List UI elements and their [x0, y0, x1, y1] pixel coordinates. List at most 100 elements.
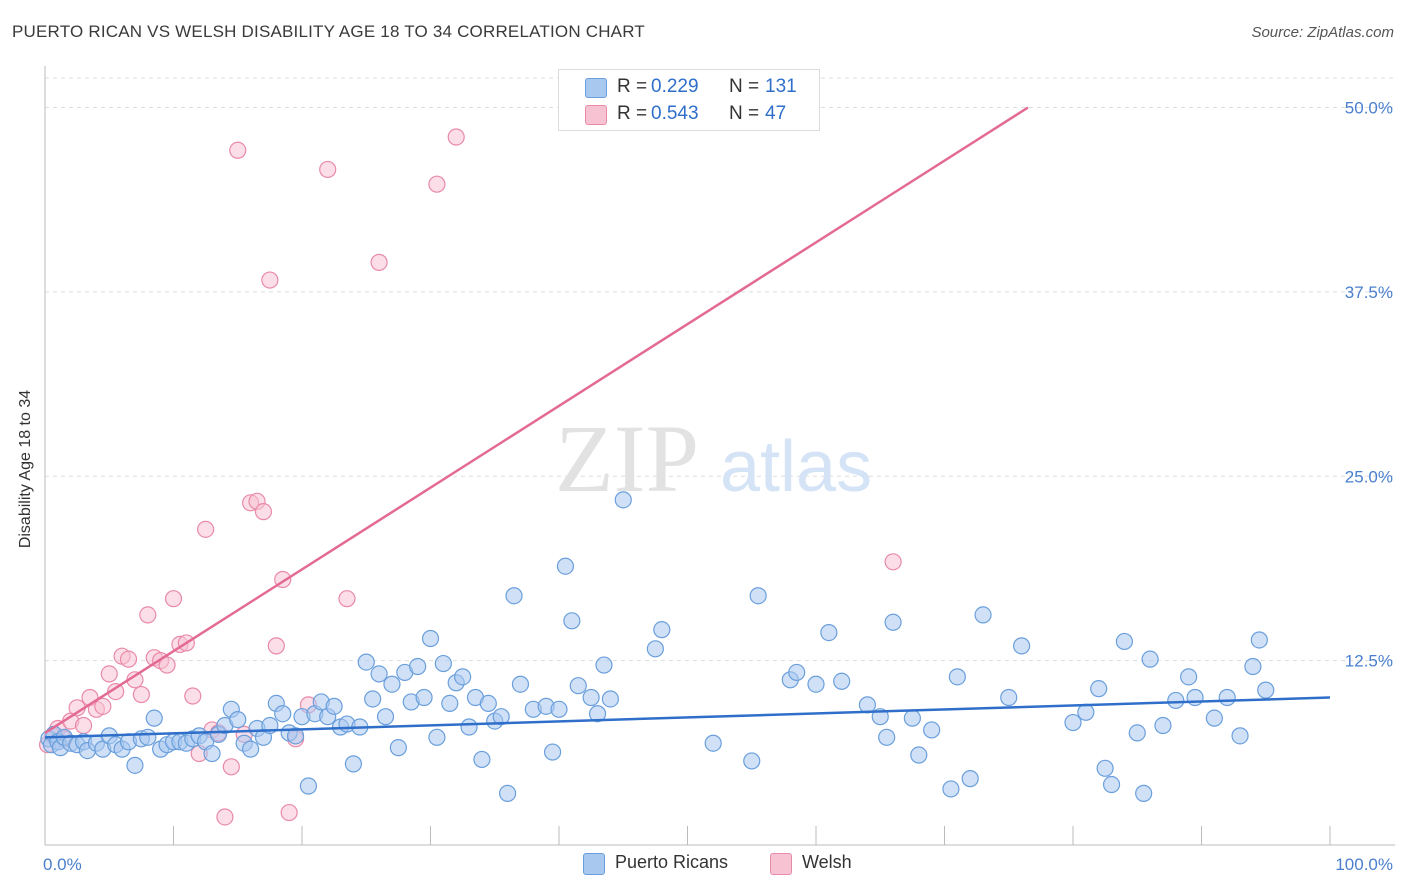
x-tick-label: 100.0%: [1335, 855, 1393, 874]
puerto-rican-point: [286, 727, 305, 745]
puerto-rican-point: [454, 668, 472, 686]
legend-label: Welsh: [802, 852, 852, 872]
puerto-rican-point: [203, 744, 221, 763]
welsh-point: [119, 650, 138, 668]
welsh-point: [229, 141, 247, 159]
legend-swatch-pink: [770, 853, 792, 875]
legend-n-value: 47: [765, 103, 787, 124]
puerto-rican-point: [550, 700, 568, 718]
puerto-rican-point: [428, 728, 446, 746]
trendlines: [44, 106, 1331, 739]
puerto-rican-point: [1000, 688, 1018, 707]
puerto-rican-point: [505, 587, 523, 605]
puerto-rican-point: [1218, 688, 1236, 707]
puerto-rican-point: [242, 740, 260, 758]
puerto-rican-point: [344, 755, 362, 773]
puerto-rican-point: [441, 694, 459, 713]
puerto-rican-point: [126, 756, 144, 774]
welsh-point: [447, 128, 465, 146]
legend-r-value: 0.543: [651, 103, 699, 124]
welsh-point: [216, 808, 234, 826]
puerto-rican-point: [389, 739, 407, 757]
puerto-rican-point: [1012, 637, 1031, 655]
puerto-rican-point: [1096, 759, 1114, 777]
puerto-rican-point: [511, 675, 530, 693]
puerto-rican-point: [370, 665, 388, 683]
tick-labels: 12.5% 25.0% 37.5% 50.0% 0.0% 100.0%: [43, 99, 1393, 875]
puerto-rican-point: [974, 606, 992, 624]
puerto-rican-point: [833, 672, 851, 690]
welsh-point: [338, 590, 356, 608]
welsh-point: [164, 590, 183, 608]
puerto-rican-point: [1115, 632, 1134, 651]
legend-r-value: 0.229: [651, 76, 699, 97]
y-tick-label: 25.0%: [1345, 467, 1393, 486]
puerto-rican-point: [1231, 727, 1249, 745]
puerto-rican-point: [274, 705, 292, 723]
watermark: ZIP atlas: [555, 405, 872, 512]
puerto-rican-point: [704, 734, 722, 752]
welsh-point: [158, 656, 176, 674]
puerto-rican-point: [139, 728, 157, 746]
puerto-rican-point: [1244, 657, 1262, 676]
puerto-rican-point: [357, 653, 375, 671]
puerto-rican-point: [1154, 716, 1172, 735]
puerto-rican-point: [1128, 724, 1146, 742]
y-axis-label-wrap: Disability Age 18 to 34: [16, 270, 36, 670]
welsh-point: [197, 520, 215, 538]
puerto-rican-point: [588, 705, 607, 723]
x-tick-label: 0.0%: [43, 855, 82, 874]
puerto-rican-trendline: [44, 696, 1331, 739]
puerto-rican-point: [499, 784, 517, 802]
welsh-point: [184, 687, 202, 705]
watermark-atlas: atlas: [720, 427, 872, 507]
puerto-rican-point: [961, 770, 979, 788]
welsh-point: [884, 553, 902, 571]
legend-swatch-blue: [585, 78, 607, 98]
puerto-rican-point: [743, 752, 761, 770]
axes: [44, 66, 1395, 846]
puerto-rican-point: [601, 690, 620, 708]
welsh-point: [139, 606, 157, 624]
puerto-rican-point: [1135, 784, 1153, 802]
puerto-rican-point: [434, 654, 452, 673]
legend-box: R = 0.229 N = 131 R = 0.543 N = 47: [558, 69, 820, 131]
legend-n-label: N =: [729, 103, 760, 124]
welsh-point: [100, 665, 118, 683]
puerto-rican-point: [415, 688, 433, 707]
welsh-point: [280, 803, 298, 822]
puerto-rican-point: [383, 675, 401, 693]
puerto-rican-point: [1167, 691, 1185, 710]
puerto-rican-point: [595, 656, 613, 674]
welsh-point: [132, 685, 150, 704]
welsh-point: [319, 160, 337, 179]
puerto-rican-point: [409, 657, 427, 676]
puerto-rican-point: [364, 690, 382, 708]
welsh-point: [74, 716, 93, 735]
source-label: Source: ZipAtlas.com: [1251, 24, 1394, 41]
puerto-rican-point: [807, 675, 825, 693]
puerto-rican-point: [563, 612, 581, 630]
legend-r-label: R =: [617, 76, 648, 97]
puerto-rican-point: [473, 750, 491, 769]
puerto-rican-point: [1205, 709, 1223, 727]
puerto-rican-point: [1102, 775, 1121, 794]
puerto-rican-point: [145, 709, 163, 727]
legend-swatch-blue: [583, 853, 605, 875]
puerto-rican-point: [788, 663, 806, 682]
puerto-rican-point: [582, 688, 600, 707]
puerto-rican-points: [40, 491, 1275, 802]
welsh-trendline: [44, 106, 1029, 734]
puerto-rican-point: [543, 743, 562, 761]
welsh-point: [370, 253, 388, 271]
puerto-rican-point: [229, 711, 247, 729]
puerto-rican-point: [569, 677, 587, 695]
puerto-rican-point: [479, 694, 497, 713]
y-tick-label: 50.0%: [1345, 99, 1393, 118]
puerto-rican-point: [614, 491, 632, 509]
puerto-rican-point: [942, 780, 960, 798]
puerto-rican-point: [884, 613, 902, 631]
legend-swatch-pink: [585, 105, 607, 125]
welsh-point: [254, 503, 273, 521]
